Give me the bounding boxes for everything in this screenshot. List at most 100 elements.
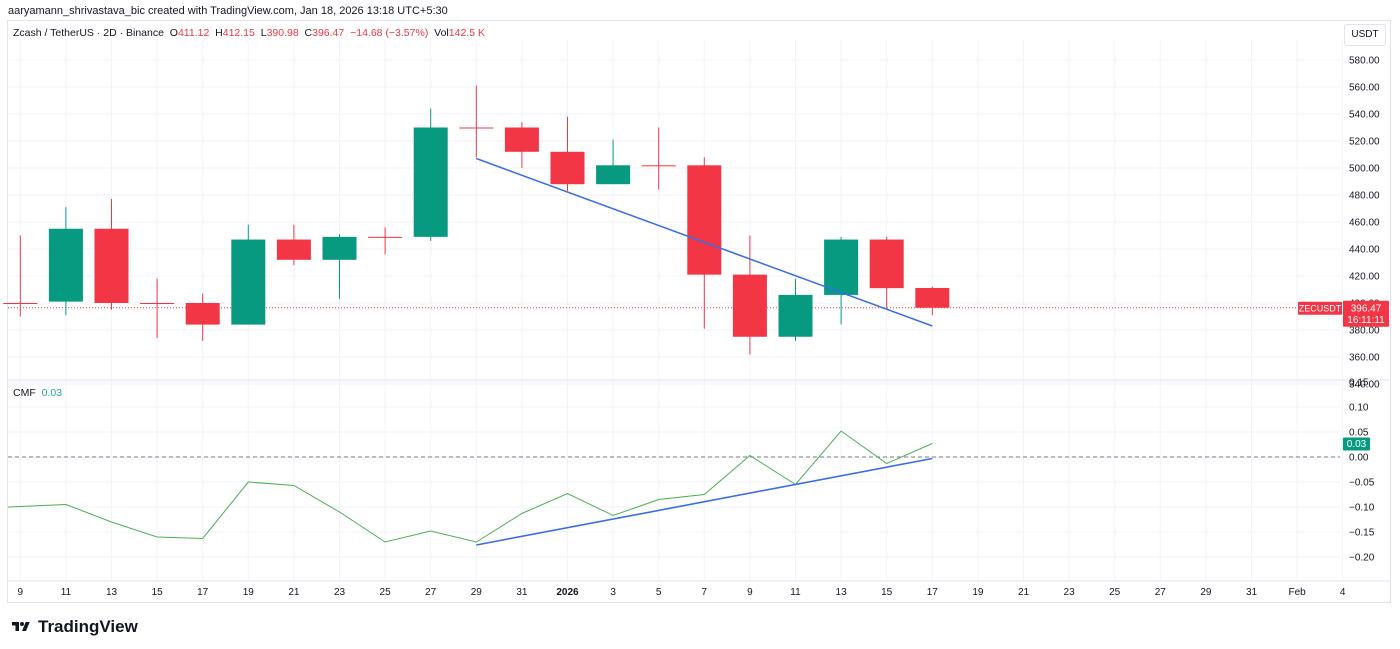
chart-credit: aaryamann_shrivastava_bic created with T… xyxy=(8,5,448,17)
time-tick-label: 4 xyxy=(1340,587,1346,598)
cmf-tick-label: −0.10 xyxy=(1349,503,1375,514)
candle-body xyxy=(824,239,859,295)
candle-body xyxy=(504,127,539,152)
candle xyxy=(459,85,494,158)
candle xyxy=(596,139,631,185)
close-value: 396.47 xyxy=(312,27,345,39)
time-tick-label: 31 xyxy=(1246,587,1258,598)
change-value: −14.68 (−3.57%) xyxy=(350,27,429,39)
cmf-value-tag: 0.03 xyxy=(1347,439,1367,450)
candle xyxy=(368,227,403,255)
candle xyxy=(778,278,813,341)
candle-body xyxy=(869,239,904,289)
candle-body xyxy=(368,236,403,238)
open-value: 411.12 xyxy=(177,27,210,39)
candle xyxy=(413,108,448,241)
price-tick-label: 360.00 xyxy=(1349,353,1380,364)
candle xyxy=(140,278,175,339)
candle xyxy=(48,207,83,316)
candle-body xyxy=(459,127,494,129)
time-tick-label: 31 xyxy=(516,587,528,598)
candle xyxy=(276,224,311,266)
time-tick-label: 17 xyxy=(927,587,939,598)
symbol-tag: ZECUSDT xyxy=(1299,303,1342,313)
time-tick-label: 7 xyxy=(702,587,708,598)
candle xyxy=(550,116,585,191)
cmf-name: CMF xyxy=(13,387,36,399)
time-tick-label: 5 xyxy=(656,587,662,598)
symbol-info: Zcash / TetherUS · 2D · Binance xyxy=(13,27,164,39)
time-tick-label: 21 xyxy=(1018,587,1030,598)
time-tick-label: Feb xyxy=(1288,587,1306,598)
candle-body xyxy=(778,294,813,337)
time-tick-label: 29 xyxy=(471,587,483,598)
price-tick-label: 380.00 xyxy=(1349,326,1380,337)
time-tick-label: 29 xyxy=(1200,587,1212,598)
candle xyxy=(687,157,722,329)
candle xyxy=(504,122,539,168)
time-tick-label: 11 xyxy=(790,587,801,598)
bar-countdown-label: 16:11:11 xyxy=(1347,315,1385,326)
tradingview-logo: TradingView xyxy=(10,617,138,637)
candle-body xyxy=(550,151,585,185)
time-tick-label: 11 xyxy=(61,587,72,598)
price-tick-label: 460.00 xyxy=(1349,218,1380,229)
symbol-tag-bg xyxy=(1298,301,1342,315)
cmf-tick-label: −0.15 xyxy=(1349,528,1375,539)
time-tick-label: 23 xyxy=(334,587,346,598)
low-value: 390.98 xyxy=(266,27,299,39)
candle-body xyxy=(322,236,357,260)
price-tick-label: 560.00 xyxy=(1349,83,1380,94)
candle xyxy=(869,236,904,309)
price-tick-label: 540.00 xyxy=(1349,110,1380,121)
price-tick-label: 420.00 xyxy=(1349,272,1380,283)
time-tick-label: 21 xyxy=(288,587,300,598)
time-tick-label: 25 xyxy=(380,587,392,598)
price-tick-label: 500.00 xyxy=(1349,164,1380,175)
time-tick-label: 19 xyxy=(243,587,255,598)
candle xyxy=(915,286,950,316)
chart-frame xyxy=(7,20,1391,603)
candle xyxy=(231,224,266,325)
ohlc-legend: Zcash / TetherUS · 2D · Binance O411.12 … xyxy=(13,27,485,39)
cmf-tick-label: 0.05 xyxy=(1349,428,1369,439)
cmf-value: 0.03 xyxy=(41,387,63,399)
time-tick-label: 27 xyxy=(1155,587,1167,598)
cmf-tick-label: 0.15 xyxy=(1349,378,1369,389)
time-tick-label: 13 xyxy=(106,587,118,598)
candle-body xyxy=(185,303,220,325)
price-tick-label: 520.00 xyxy=(1349,137,1380,148)
candle-body xyxy=(94,228,129,303)
candle xyxy=(3,235,38,317)
candle-body xyxy=(140,303,175,304)
time-tick-label: 27 xyxy=(425,587,437,598)
time-tick-label: 17 xyxy=(197,587,209,598)
high-value: 412.15 xyxy=(222,27,255,39)
price-trendline xyxy=(476,157,933,327)
candle xyxy=(94,199,129,310)
candle xyxy=(732,235,767,355)
candle-body xyxy=(641,165,676,167)
candle-body xyxy=(413,127,448,237)
candle xyxy=(824,236,859,325)
time-tick-label: 25 xyxy=(1109,587,1121,598)
cmf-tag-bg xyxy=(1343,437,1370,451)
time-tick-label: 23 xyxy=(1064,587,1076,598)
candle xyxy=(641,127,676,190)
candle-body xyxy=(732,274,767,337)
cmf-tick-label: 0.10 xyxy=(1349,403,1369,414)
cmf-tick-label: −0.20 xyxy=(1349,553,1375,564)
candle xyxy=(322,234,357,299)
currency-unit-button[interactable]: USDT xyxy=(1344,24,1386,46)
time-tick-label: 9 xyxy=(747,587,753,598)
candle-body xyxy=(915,287,950,308)
time-tick-label: 15 xyxy=(152,587,164,598)
volume-value: 142.5 K xyxy=(448,27,485,39)
price-tag-bg xyxy=(1343,300,1389,327)
last-price-label: 396.47 xyxy=(1351,303,1382,314)
brand-name: TradingView xyxy=(38,617,138,636)
candle-body xyxy=(48,228,83,302)
candle-body xyxy=(596,165,631,185)
tradingview-icon xyxy=(12,622,30,631)
